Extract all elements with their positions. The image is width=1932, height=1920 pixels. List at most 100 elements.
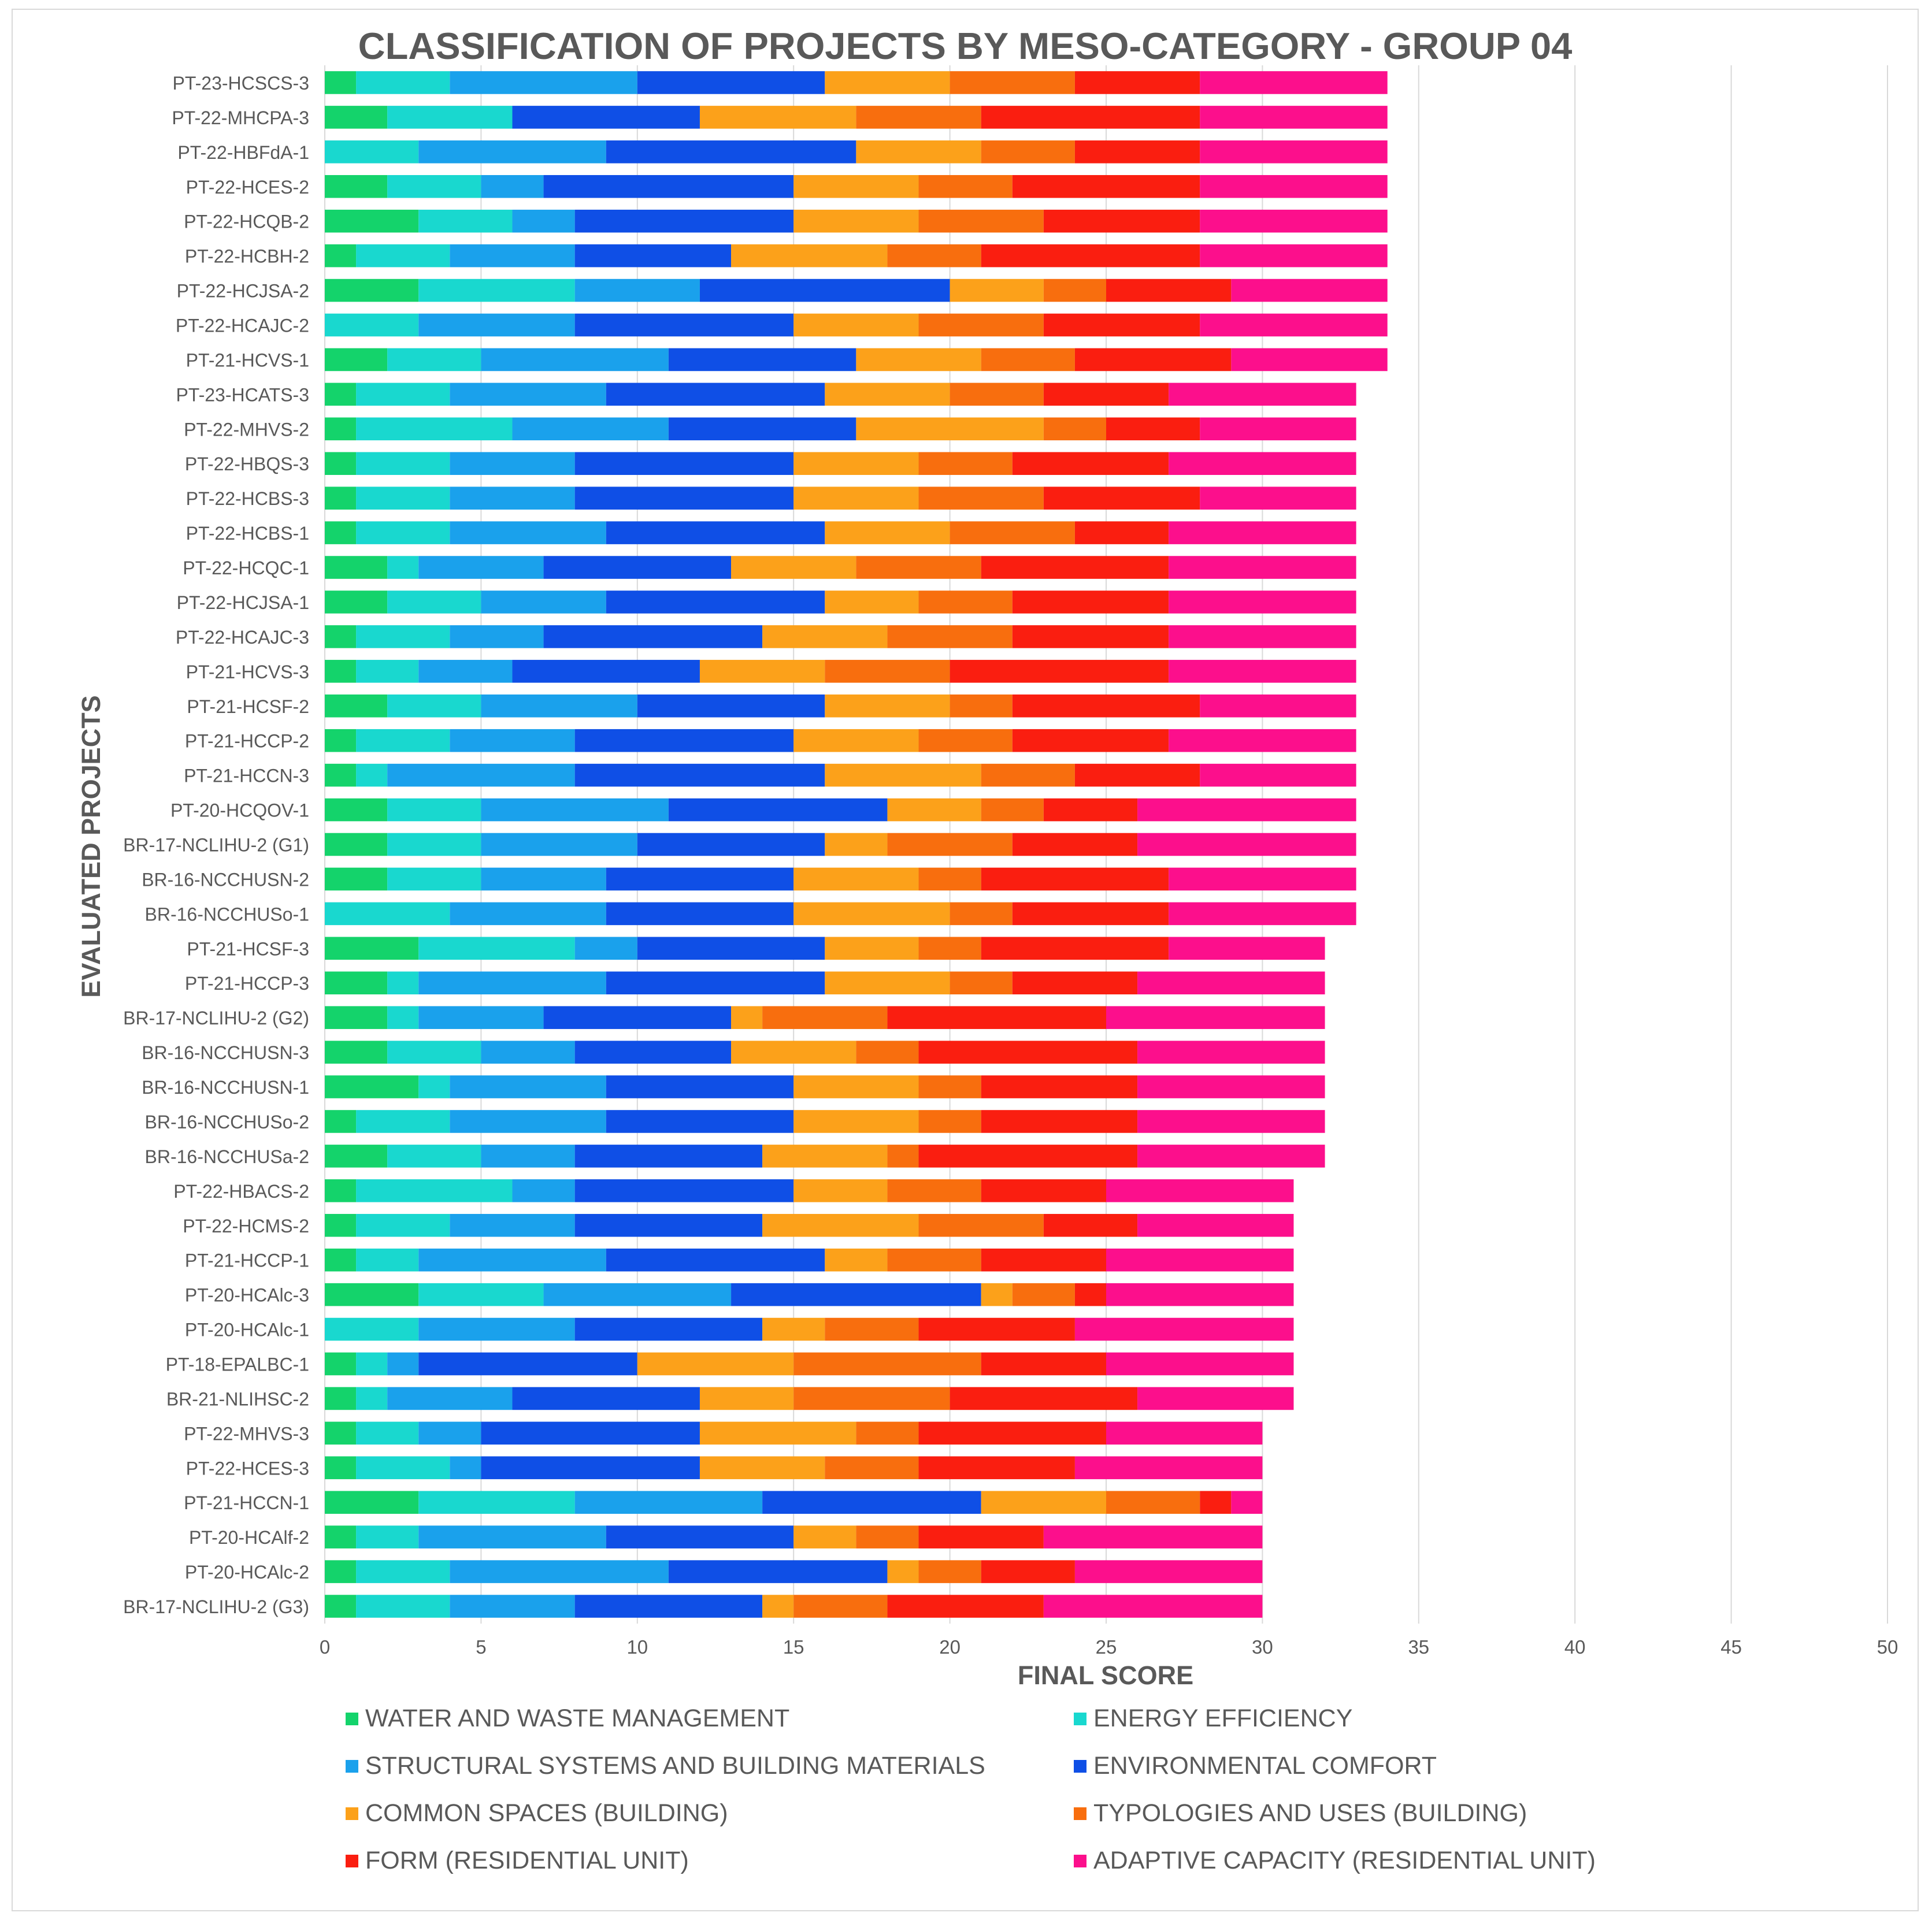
bar-segment-series-6 [887,1248,981,1272]
bar-segment-series-4 [543,174,794,198]
bar-segment-series-4 [574,313,794,337]
bar-segment-series-7 [981,556,1169,579]
bar-segment-series-2 [356,1456,450,1480]
bar-segment-series-4 [512,1387,700,1410]
bar-segment-series-6 [918,591,1013,614]
bar-segment-series-5 [825,971,950,995]
bar-segment-series-2 [356,1525,419,1548]
bar-segment-series-3 [574,278,700,302]
bar-segment-series-3 [418,1248,606,1272]
bar-segment-series-7 [1074,763,1200,787]
y-category-label: PT-20-HCAlf-2 [189,1527,309,1548]
y-category-label: BR-16-NCCHUSa-2 [145,1146,310,1167]
bar-segment-series-3 [481,1145,575,1168]
bar-segment-series-5 [762,1595,794,1618]
bar-segment-series-6 [981,798,1044,822]
bar-segment-series-7 [1012,625,1169,648]
bar-segment-series-8 [1169,937,1325,960]
bar-segment-series-2 [356,660,419,683]
bar-segment-series-6 [856,1525,919,1548]
bar-segment-series-8 [1169,660,1356,683]
y-category-label: BR-17-NCLIHU-2 (G3) [123,1596,309,1617]
bar-segment-series-5 [981,1491,1106,1514]
bar-segment-series-5 [825,763,981,787]
bar-segment-series-4 [543,556,732,579]
y-axis-label: EVALUATED PROJECTS [76,695,106,997]
bar-segment-series-4 [543,625,763,648]
bar-segment-series-5 [825,591,919,614]
bar-segment-series-8 [1074,1560,1263,1583]
bar-segment-series-3 [418,1525,606,1548]
bar-segment-series-4 [606,1075,794,1098]
bar-segment-series-8 [1137,1075,1325,1098]
bar-segment-series-5 [793,729,919,752]
bar-segment-series-8 [1200,140,1388,164]
bar-segment-series-4 [606,1110,794,1133]
bar-segment-series-7 [1043,209,1200,233]
bar-segment-series-5 [887,798,981,822]
x-tick-label: 15 [783,1636,804,1658]
bar-segment-series-5 [825,71,950,94]
bar-segment-series-5 [856,417,1044,441]
bar-segment-series-6 [887,833,1013,856]
bar-segment-series-8 [1043,1525,1263,1548]
bar-segment-series-1 [325,1525,357,1548]
bar-segment-series-1 [325,1595,357,1618]
bar-segment-series-6 [856,556,981,579]
bar-segment-series-6 [793,1595,888,1618]
bar-segment-series-6 [825,1456,919,1480]
x-axis-label: FINAL SCORE [1018,1661,1193,1690]
bar-segment-series-3 [450,625,544,648]
y-category-label: PT-22-HCJSA-2 [177,281,309,302]
bar-segment-series-7 [981,1075,1138,1098]
bar-segment-series-2 [325,1317,419,1341]
bar-segment-series-8 [1169,625,1356,648]
bar-segment-series-1 [325,867,388,891]
legend-swatch [346,1712,358,1725]
bar-segment-series-7 [981,1248,1106,1272]
bar-segment-series-6 [918,209,1044,233]
y-category-label: PT-20-HCAlc-2 [185,1562,309,1583]
legend-item: ENERGY EFFICIENCY [1074,1704,1352,1733]
bar-segment-series-5 [762,625,888,648]
bar-segment-series-8 [1137,798,1356,822]
bar-segment-series-8 [1200,487,1356,510]
bar-segment-series-3 [418,1317,575,1341]
bar-segment-series-7 [918,1317,1075,1341]
bar-segment-series-2 [356,417,513,441]
bar-segment-series-8 [1074,1317,1294,1341]
bar-segment-series-2 [387,1145,481,1168]
bar-segment-series-6 [918,1110,981,1133]
legend-item: STRUCTURAL SYSTEMS AND BUILDING MATERIAL… [346,1752,985,1780]
bar-segment-series-7 [918,1145,1138,1168]
y-category-label: PT-20-HCAlc-1 [185,1320,309,1340]
bar-segment-series-6 [918,174,1013,198]
bar-segment-series-2 [356,729,450,752]
bar-segment-series-4 [512,106,700,129]
bar-segment-series-2 [325,140,419,164]
bar-segment-series-1 [325,417,357,441]
x-tick-label: 30 [1252,1636,1273,1658]
legend-swatch [1074,1712,1086,1725]
y-category-label: PT-22-HCAJC-3 [176,627,309,648]
y-category-label: PT-21-HCCN-1 [184,1492,309,1513]
legend-swatch [346,1807,358,1820]
bar-segment-series-2 [356,1560,450,1583]
bar-segment-series-6 [825,1317,919,1341]
x-tick-label: 10 [626,1636,648,1658]
bar-segment-series-6 [1012,1283,1075,1306]
bar-segment-series-4 [637,937,825,960]
bar-segment-series-6 [793,1387,950,1410]
y-category-label: BR-16-NCCHUSN-3 [142,1042,309,1063]
bar-segment-series-3 [450,902,606,926]
bar-segment-series-1 [325,1179,357,1202]
bar-segment-series-5 [699,1421,856,1445]
bar-segment-series-4 [512,660,700,683]
bar-segment-series-6 [950,71,1075,94]
bar-segment-series-8 [1074,1456,1263,1480]
bar-segment-series-7 [1012,729,1169,752]
bar-segment-series-5 [793,1525,856,1548]
y-category-label: PT-21-HCVS-3 [186,662,309,682]
bar-segment-series-1 [325,521,357,544]
bar-segment-series-4 [574,1317,763,1341]
